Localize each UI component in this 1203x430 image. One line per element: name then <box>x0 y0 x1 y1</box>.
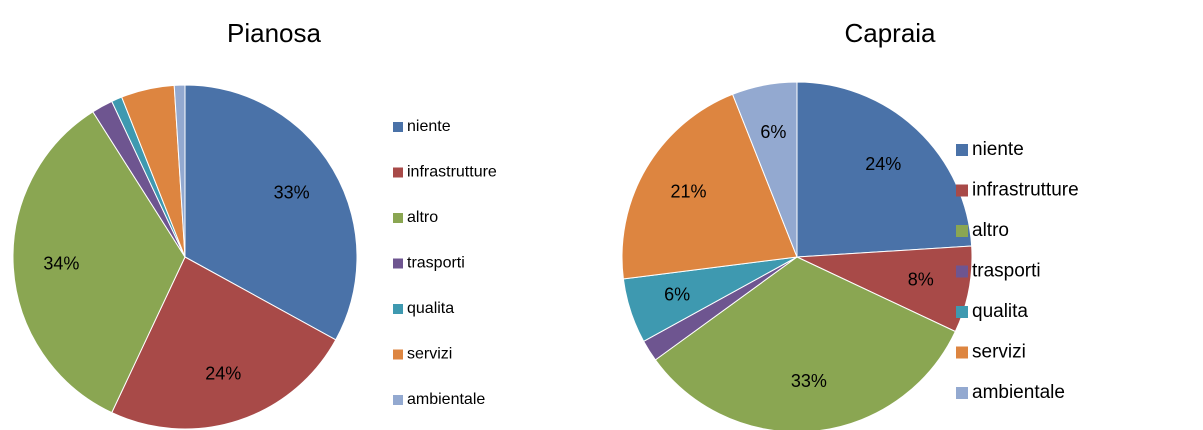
legend-swatch <box>393 213 403 223</box>
legend-label: trasporti <box>407 255 465 272</box>
legend-label: infrastrutture <box>407 164 497 181</box>
data-label: 6% <box>664 285 690 305</box>
legend-swatch <box>956 306 968 318</box>
legend-swatch <box>956 265 968 278</box>
legend-label: qualita <box>972 301 1028 322</box>
legend-swatch <box>393 304 403 314</box>
data-label: 8% <box>908 269 934 289</box>
legend-label: niente <box>972 139 1024 160</box>
legend-label: infrastrutture <box>972 180 1079 201</box>
legend-swatch <box>956 184 968 197</box>
data-label: 6% <box>760 122 786 142</box>
legend-swatch <box>393 122 403 132</box>
legend-swatch <box>393 395 403 405</box>
legend-swatch <box>393 167 403 178</box>
data-label: 33% <box>274 183 310 203</box>
data-label: 33% <box>791 371 827 391</box>
data-label: 34% <box>43 254 79 274</box>
legend-swatch <box>956 144 968 156</box>
legend-swatch <box>956 387 968 399</box>
legend-swatch <box>393 349 403 360</box>
pie-slice <box>731 81 798 258</box>
legend-swatch <box>393 258 403 269</box>
pie-slice <box>111 256 337 430</box>
legend-label: ambientale <box>972 382 1065 403</box>
legend-swatch <box>956 225 968 237</box>
legend-label: qualita <box>407 300 454 317</box>
data-label: 24% <box>205 364 241 384</box>
legend-label: ambientale <box>407 391 485 408</box>
pie-slice <box>173 84 186 258</box>
legend-label: altro <box>972 220 1009 241</box>
legend-label: trasporti <box>972 261 1041 282</box>
legend-swatch <box>956 346 968 359</box>
pie-slice <box>796 81 973 258</box>
legend-label: servizi <box>972 342 1026 363</box>
data-label: 21% <box>671 182 707 202</box>
legend-label: niente <box>407 118 451 135</box>
pie-slice <box>621 93 798 280</box>
pie-slice <box>654 256 957 430</box>
pie-slice <box>12 111 186 414</box>
chart-title: Capraia <box>844 18 936 48</box>
chart-title: Pianosa <box>227 18 321 48</box>
data-label: 24% <box>865 154 901 174</box>
pie-slice <box>184 84 358 341</box>
legend-label: altro <box>407 209 438 226</box>
legend-label: servizi <box>407 346 452 363</box>
